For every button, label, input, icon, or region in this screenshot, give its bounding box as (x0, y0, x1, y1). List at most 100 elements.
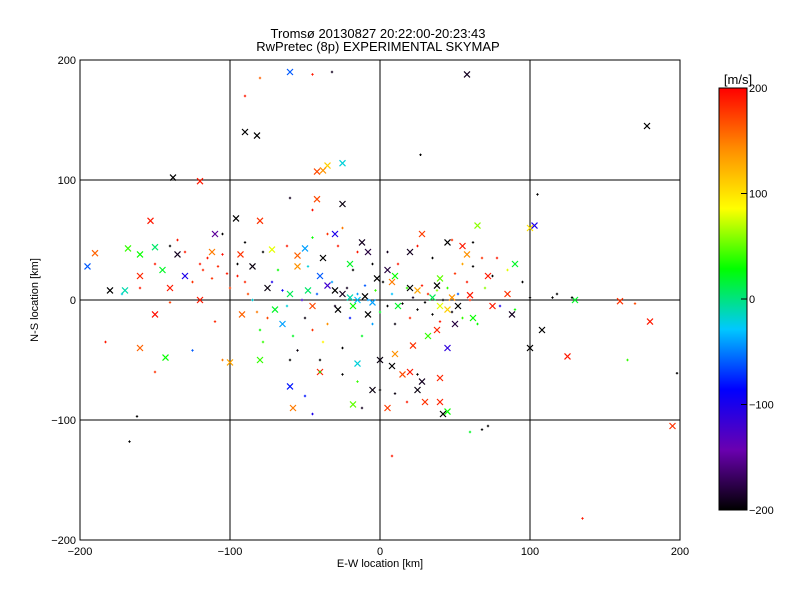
cross-point (136, 272, 144, 280)
colorbar-axis: −200 −100 0 100 200 (741, 83, 774, 517)
cross-point (124, 244, 132, 252)
cross-point (339, 159, 346, 167)
dot-point (393, 392, 397, 395)
cross-point (364, 248, 372, 256)
dot-point (396, 262, 400, 266)
dot-point (176, 238, 179, 242)
dot-point (438, 320, 442, 323)
dot-point (326, 232, 329, 236)
cross-point (313, 168, 321, 176)
dot-point (246, 292, 250, 296)
cross-point (346, 260, 354, 268)
cross-point (354, 360, 361, 368)
dot-point (341, 373, 344, 376)
cross-point (384, 266, 391, 274)
dot-point (513, 308, 517, 311)
x-axis: −200 −100 0 100 200 (68, 60, 689, 558)
dot-point (311, 208, 314, 212)
x-tick-label: 200 (671, 546, 689, 558)
dot-point (393, 322, 397, 326)
dot-point (528, 296, 532, 299)
cross-point (436, 398, 444, 406)
cross-point (444, 408, 451, 416)
cross-point (391, 272, 399, 280)
dot-point (356, 250, 359, 254)
cross-point (237, 250, 244, 258)
dot-point (450, 310, 454, 314)
dot-point (311, 412, 314, 416)
dot-point (480, 428, 484, 431)
dot-point (213, 320, 217, 323)
cross-point (264, 284, 271, 292)
dot-point (450, 238, 454, 242)
dot-point (371, 262, 374, 266)
cross-point (196, 296, 204, 304)
dot-point (221, 358, 224, 362)
dot-point (419, 153, 422, 156)
cross-point (369, 386, 376, 394)
dot-point (228, 286, 232, 290)
dot-point (266, 316, 269, 320)
dot-point (356, 292, 359, 296)
dot-point (236, 262, 239, 266)
cross-point (418, 230, 426, 238)
cross-point (406, 284, 414, 292)
dot-point (356, 380, 359, 383)
cross-point (181, 272, 189, 280)
dot-point (360, 334, 364, 338)
dot-point (330, 280, 334, 284)
dot-point (104, 340, 107, 344)
dot-point (288, 196, 292, 200)
cross-point (489, 302, 496, 310)
dot-point (225, 272, 229, 275)
colorbar-tick-label: 200 (749, 83, 767, 95)
dot-point (291, 334, 295, 338)
dot-point (420, 284, 424, 287)
cross-point (361, 292, 369, 300)
dot-point (626, 358, 629, 362)
cross-point (151, 310, 159, 318)
cross-point (226, 358, 234, 366)
dot-point (153, 370, 157, 374)
cross-point (358, 238, 366, 246)
x-tick-label: 0 (377, 546, 383, 558)
cross-point (268, 246, 276, 254)
cross-point (174, 250, 181, 258)
dot-point (261, 340, 265, 344)
dot-point (570, 296, 574, 299)
dot-point (261, 250, 265, 254)
dot-point (303, 316, 307, 320)
cross-point (162, 354, 169, 362)
cross-point (238, 310, 246, 318)
dot-point (465, 280, 469, 284)
cross-point (349, 302, 357, 310)
cross-point (433, 326, 441, 334)
dot-point (168, 244, 172, 248)
cross-point (388, 278, 396, 286)
dot-point (311, 236, 314, 239)
dot-point (318, 370, 322, 374)
dot-point (198, 262, 202, 266)
cross-point (459, 242, 466, 250)
dot-point (486, 424, 490, 428)
cross-point (319, 166, 327, 174)
dot-point (120, 292, 124, 296)
dot-point (285, 244, 289, 248)
cross-point (334, 306, 342, 314)
y-tick-label: 100 (58, 175, 76, 187)
dot-point (153, 262, 157, 266)
cross-point (289, 404, 297, 412)
cross-point (339, 290, 346, 298)
dot-point (243, 94, 247, 98)
dot-point (416, 244, 419, 248)
dot-point (446, 286, 449, 290)
cross-point (433, 282, 441, 290)
cross-point (474, 222, 481, 230)
dot-point (581, 517, 584, 520)
cross-point (354, 296, 361, 304)
dot-point (236, 274, 239, 278)
cross-point (424, 332, 432, 340)
cross-point (349, 400, 357, 408)
cross-point (136, 344, 144, 352)
cross-point (414, 386, 421, 394)
